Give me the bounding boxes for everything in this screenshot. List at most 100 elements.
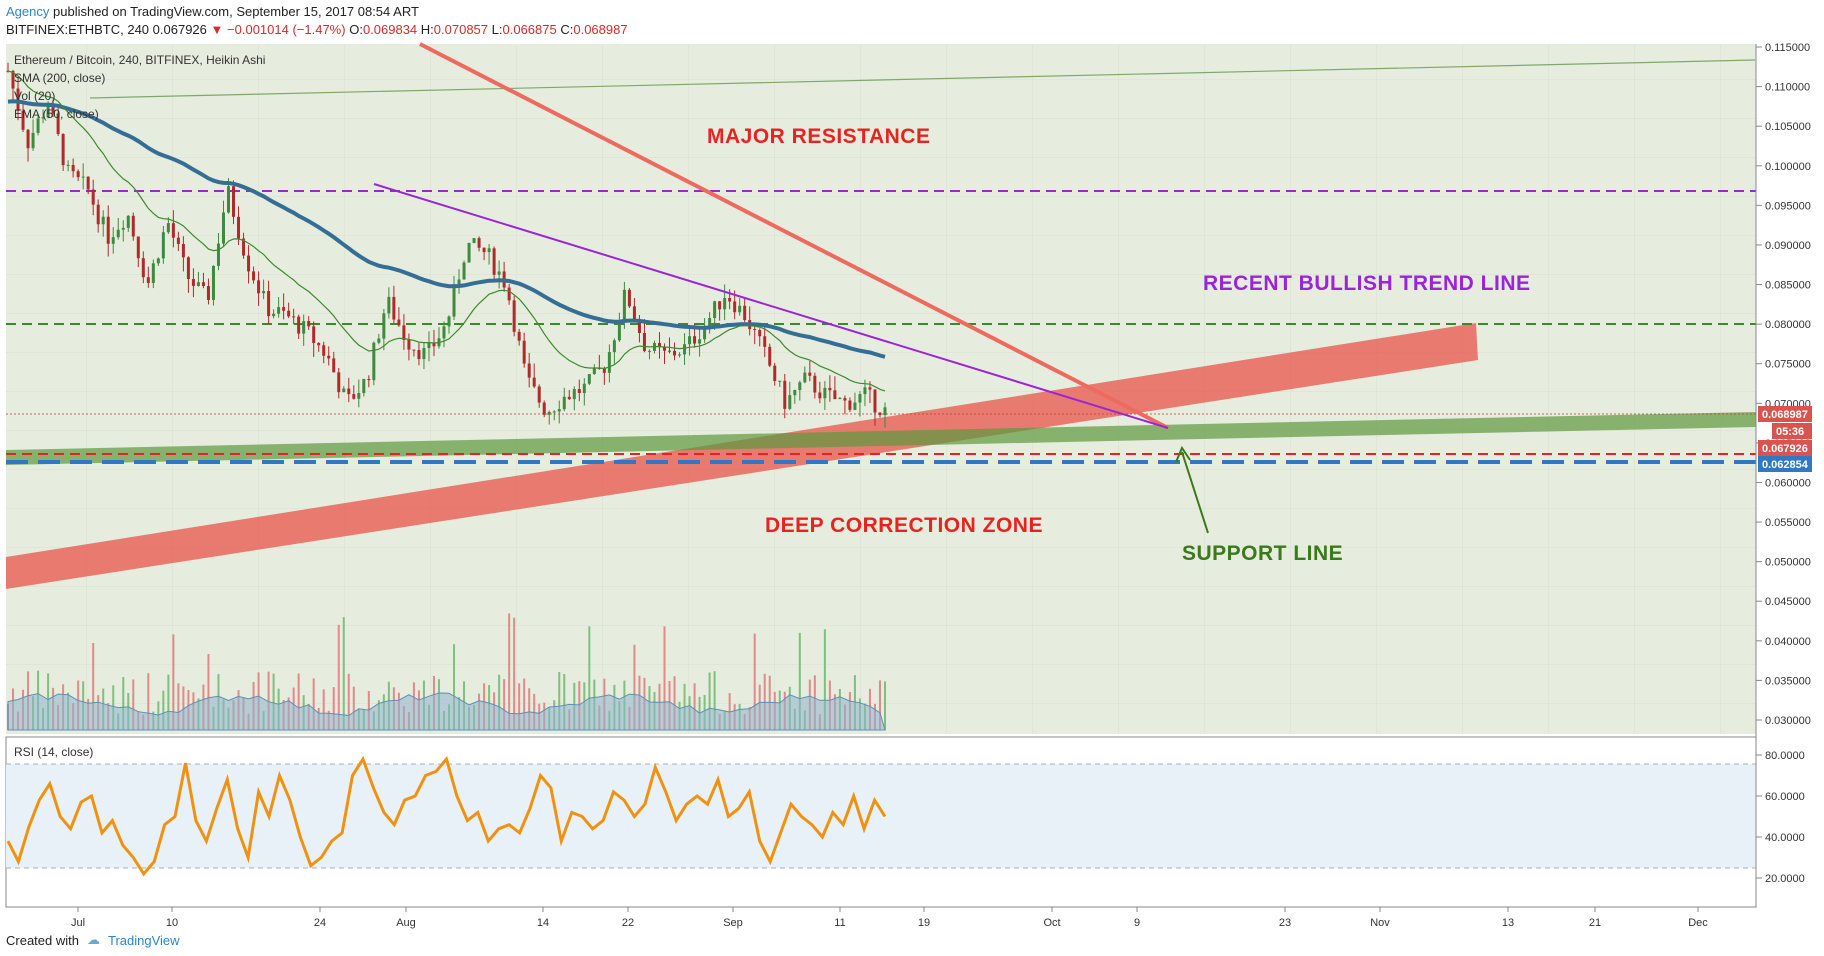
candle-body bbox=[482, 247, 486, 253]
volume-bar bbox=[272, 673, 275, 730]
volume-bar bbox=[122, 677, 125, 730]
candle-body bbox=[612, 340, 616, 353]
price-tick-label: 0.115000 bbox=[1765, 42, 1810, 54]
countdown-tag-text: 05:36 bbox=[1776, 426, 1804, 438]
author-link[interactable]: Agency bbox=[6, 4, 50, 19]
candle-body bbox=[487, 248, 491, 253]
candle-body bbox=[472, 238, 476, 243]
time-tick-label: 21 bbox=[1589, 917, 1601, 929]
candle-body bbox=[131, 215, 135, 237]
candle-body bbox=[146, 277, 150, 283]
candle-body bbox=[507, 287, 511, 301]
rsi-axis: 80.0000 60.0000 40.0000 20.0000 bbox=[1756, 750, 1805, 885]
candle-body bbox=[542, 402, 546, 415]
candle-body bbox=[116, 229, 120, 238]
candle-body bbox=[267, 291, 271, 317]
candle-body bbox=[342, 388, 346, 393]
close-value: 0.068987 bbox=[573, 22, 628, 37]
candle-body bbox=[713, 301, 717, 319]
candle-body bbox=[637, 320, 641, 333]
volume-bar bbox=[337, 624, 340, 730]
candle-body bbox=[587, 374, 591, 384]
rsi-tick-label: 60.0000 bbox=[1765, 791, 1805, 803]
candle-body bbox=[868, 387, 872, 390]
candle-body bbox=[121, 227, 125, 230]
price-tick-label: 0.085000 bbox=[1765, 280, 1811, 292]
volume-bar bbox=[588, 626, 591, 730]
candle-body bbox=[562, 396, 566, 410]
legend-rsi: RSI (14, close) bbox=[14, 745, 93, 759]
volume-bar bbox=[518, 683, 521, 730]
close-tag bbox=[1758, 406, 1812, 422]
last-tag bbox=[1758, 440, 1812, 456]
symbol-info: BITFINEX:ETHBTC, 240 0.067926 ▼ −0.00101… bbox=[6, 22, 628, 37]
close-label: C: bbox=[560, 22, 574, 37]
support-channel bbox=[6, 412, 1756, 465]
candle-body bbox=[602, 368, 606, 373]
candle-body bbox=[257, 280, 261, 294]
candle-body bbox=[567, 396, 571, 400]
candle-body bbox=[402, 325, 406, 340]
volume-bar bbox=[693, 683, 696, 730]
candle-body bbox=[372, 342, 376, 381]
price-tick-label: 0.035000 bbox=[1765, 675, 1811, 687]
rsi-line bbox=[6, 755, 887, 877]
legend-vol: Vol (20) bbox=[14, 89, 55, 103]
price-tick-label: 0.105000 bbox=[1765, 121, 1811, 133]
candle-body bbox=[708, 318, 712, 327]
candle-body bbox=[492, 248, 496, 275]
candle-body bbox=[883, 407, 887, 416]
tradingview-link[interactable]: TradingView bbox=[107, 932, 180, 948]
candle-body bbox=[412, 349, 416, 351]
price-chart[interactable]: 0.115000 0.110000 0.105000 0.100000 0.095000… bbox=[0, 40, 1824, 930]
candle-body bbox=[322, 345, 326, 356]
candle-body bbox=[642, 332, 646, 352]
candle-body bbox=[753, 329, 757, 331]
candle-body bbox=[96, 204, 100, 225]
candle-body bbox=[517, 331, 521, 341]
volume-bar bbox=[713, 671, 716, 730]
low-label: L: bbox=[491, 22, 503, 37]
price-tick-label: 0.040000 bbox=[1765, 636, 1811, 648]
candle-body bbox=[858, 394, 862, 403]
candle-body bbox=[397, 319, 401, 326]
open-label: O: bbox=[349, 22, 363, 37]
candle-body bbox=[332, 358, 336, 373]
volume-bar bbox=[167, 674, 170, 730]
candle-body bbox=[337, 372, 341, 393]
candle-body bbox=[221, 212, 225, 244]
footer: Created with ☁ TradingView bbox=[6, 932, 180, 948]
volume-bar bbox=[673, 676, 676, 730]
candle-body bbox=[778, 380, 782, 382]
level-tag-text: 0.062854 bbox=[1762, 459, 1809, 471]
candle-body bbox=[683, 344, 687, 355]
candle-body bbox=[21, 110, 25, 130]
last-price: 0.067926 bbox=[152, 22, 207, 37]
candle-body bbox=[617, 321, 621, 341]
time-tick-label: 19 bbox=[918, 917, 930, 929]
candle-body bbox=[56, 113, 60, 134]
rsi-band bbox=[6, 764, 1756, 868]
candle-body bbox=[282, 307, 286, 311]
candle-body bbox=[312, 326, 316, 343]
candle-body bbox=[292, 316, 296, 318]
volume-bar bbox=[453, 644, 456, 730]
price-tags: 0.068987 05:36 0.067926 0.062854 bbox=[1758, 406, 1812, 472]
candle-body bbox=[91, 189, 95, 205]
deep-correction-label: DEEP CORRECTION ZONE bbox=[765, 514, 1043, 537]
candle-body bbox=[447, 316, 451, 327]
candle-body bbox=[878, 412, 882, 416]
tradingview-logo-icon: ☁ bbox=[86, 932, 100, 947]
deep-correction-channel bbox=[6, 323, 1478, 589]
candle-body bbox=[407, 339, 411, 350]
volume-bar bbox=[162, 690, 165, 730]
candle-body bbox=[387, 296, 391, 314]
candle-body bbox=[101, 216, 105, 225]
candle-body bbox=[577, 389, 581, 394]
candle-body bbox=[392, 296, 396, 320]
candle-body bbox=[783, 380, 787, 409]
candle-body bbox=[728, 298, 732, 302]
candle-body bbox=[733, 301, 737, 313]
candle-body bbox=[838, 398, 842, 400]
candle-body bbox=[272, 313, 276, 317]
